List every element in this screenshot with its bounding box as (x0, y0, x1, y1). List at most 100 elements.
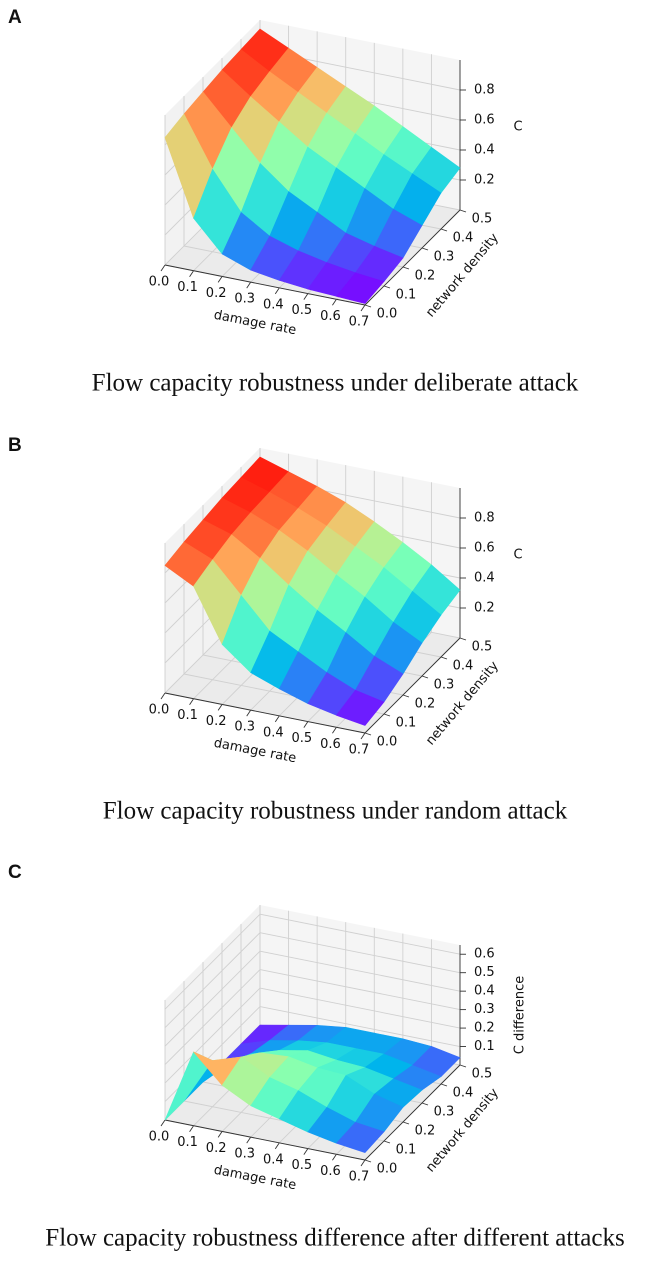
tick-mark (246, 709, 252, 717)
z-tick-label: 0.3 (474, 1002, 495, 1017)
z-tick-label: 0.8 (474, 83, 495, 98)
y-tick-label: 0.5 (472, 1067, 493, 1082)
grid-line (164, 987, 261, 1084)
tick-mark (246, 1136, 252, 1144)
grid-line (259, 932, 461, 974)
tick-mark (274, 287, 280, 295)
tick-mark (383, 1140, 391, 1144)
tick-mark (364, 304, 372, 308)
tick-mark (459, 1064, 467, 1068)
tick-mark (360, 1159, 366, 1167)
z-tick-label: 0.1 (474, 1039, 495, 1054)
z-tick-label: 0.5 (474, 965, 495, 980)
tick-mark (160, 692, 166, 700)
tick-mark (360, 304, 366, 312)
tick-mark (303, 293, 309, 300)
z-tick-label: 0.2 (474, 601, 495, 616)
x-axis-line (164, 264, 366, 306)
tick-mark (303, 721, 309, 728)
x-tick-label: 0.3 (234, 720, 255, 735)
z-tick-label: 0.6 (474, 947, 495, 962)
grid-line (164, 950, 261, 1047)
z-tick-label: 0.2 (474, 1021, 495, 1036)
tick-mark (459, 209, 467, 213)
z-tick-label: 0.4 (474, 143, 495, 158)
grid-line (259, 1006, 461, 1047)
x-tick-label: 0.6 (320, 309, 341, 324)
x-tick-label: 0.4 (263, 1152, 284, 1167)
y-tick-label: 0.0 (377, 1162, 398, 1177)
x-tick-label: 0.7 (349, 743, 370, 758)
y-tick-label: 0.5 (472, 212, 493, 227)
y-tick-label: 0.4 (453, 1086, 474, 1101)
tick-mark (332, 299, 337, 306)
tick-mark (459, 637, 467, 641)
grid-line (164, 913, 261, 1010)
tick-mark (402, 1121, 410, 1125)
x-tick-label: 0.4 (263, 297, 284, 312)
tick-mark (360, 732, 366, 740)
grid-line (164, 969, 261, 1065)
panel-label: B (8, 435, 22, 456)
tick-mark (160, 264, 166, 272)
y-tick-label: 0.3 (434, 1105, 455, 1120)
tick-mark (364, 1159, 372, 1163)
grid-line (259, 969, 461, 1011)
z-axis-label: C difference (513, 976, 528, 1054)
tick-mark (332, 1154, 337, 1161)
x-tick-label: 0.3 (234, 1147, 255, 1162)
x-tick-label: 0.5 (292, 303, 313, 318)
x-axis-line (164, 1119, 366, 1161)
panel: 0.0 0.1 0.2 0.3 0.4 0.5 0.6 0.7 0.0 0.1 0.2 0.3 0.4 0… (8, 862, 625, 1252)
y-tick-label: 0.4 (453, 659, 474, 674)
z-tick-label: 0.6 (474, 541, 495, 556)
grid-line (164, 932, 261, 1029)
tick-mark (189, 270, 194, 277)
x-tick-label: 0.4 (263, 725, 284, 740)
tick-mark (421, 1102, 429, 1106)
x-axis-line (164, 692, 366, 734)
y-axis-line (364, 637, 461, 734)
x-axis-label: damage rate (213, 1163, 298, 1194)
x-axis-label: damage rate (213, 736, 298, 767)
surface-patch (335, 272, 385, 304)
tick-mark (440, 656, 448, 660)
grid-line (259, 950, 461, 992)
y-tick-label: 0.3 (434, 250, 455, 265)
tick-mark (364, 732, 372, 736)
x-tick-label: 0.1 (177, 1135, 198, 1150)
tick-mark (440, 1083, 448, 1087)
tick-mark (402, 694, 410, 698)
tick-mark (189, 698, 194, 705)
tick-mark (274, 715, 280, 723)
tick-mark (383, 285, 391, 289)
y-tick-label: 0.2 (415, 1124, 436, 1139)
y-tick-label: 0.1 (396, 1143, 417, 1158)
x-tick-label: 0.0 (149, 703, 170, 718)
x-tick-label: 0.1 (177, 708, 198, 723)
tick-mark (246, 281, 252, 289)
panel-caption: Flow capacity robustness under deliberat… (92, 370, 579, 397)
y-tick-label: 0.5 (472, 640, 493, 655)
x-tick-label: 0.2 (206, 286, 227, 301)
tick-mark (303, 1148, 309, 1155)
y-axis-line (364, 1064, 461, 1161)
x-tick-label: 0.0 (149, 1130, 170, 1145)
z-tick-label: 0.8 (474, 511, 495, 526)
y-axis-line (364, 209, 461, 306)
tick-mark (421, 675, 429, 679)
x-tick-label: 0.6 (320, 1164, 341, 1179)
tick-mark (189, 1125, 194, 1132)
x-tick-label: 0.5 (292, 731, 313, 746)
y-tick-label: 0.2 (415, 697, 436, 712)
y-tick-label: 0.2 (415, 269, 436, 284)
panel: 0.0 0.1 0.2 0.3 0.4 0.5 0.6 0.7 0.0 0.1 0.2 0.3 0.4 0… (8, 435, 568, 825)
x-tick-label: 0.3 (234, 292, 255, 307)
tick-mark (332, 727, 337, 734)
tick-mark (274, 1142, 280, 1150)
tick-mark (217, 276, 223, 283)
x-tick-label: 0.7 (349, 1170, 370, 1185)
tick-mark (217, 1131, 223, 1138)
tick-mark (440, 228, 448, 232)
